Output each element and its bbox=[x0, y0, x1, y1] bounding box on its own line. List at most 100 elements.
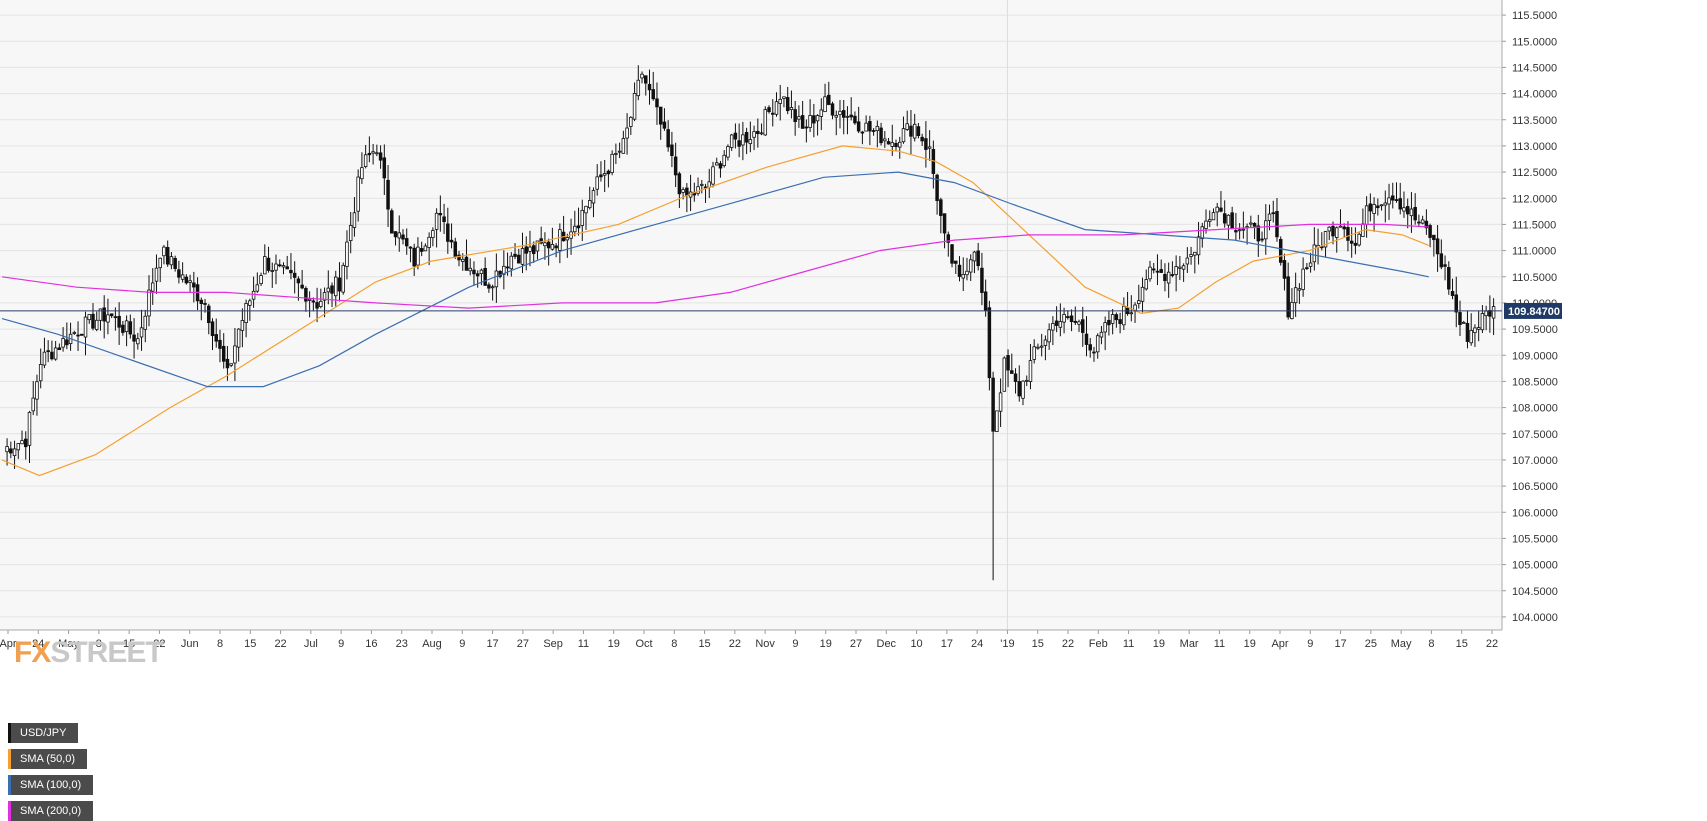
candle-up bbox=[729, 134, 734, 148]
candle-down bbox=[685, 187, 689, 196]
candle-down bbox=[1159, 269, 1163, 273]
candle-up bbox=[901, 128, 906, 143]
candle-up bbox=[35, 381, 39, 400]
candle-up bbox=[610, 153, 614, 173]
candle-down bbox=[1230, 212, 1234, 229]
y-tick-label: 115.5000 bbox=[1512, 10, 1557, 22]
candle-down bbox=[935, 174, 939, 201]
candle-up bbox=[1211, 212, 1216, 221]
candle-down bbox=[57, 347, 62, 351]
candle-down bbox=[860, 131, 865, 134]
candle-up bbox=[558, 229, 562, 251]
x-tick-label: Aug bbox=[422, 638, 442, 650]
candle-up bbox=[1036, 346, 1040, 349]
candle-down bbox=[1013, 373, 1018, 382]
candle-down bbox=[438, 212, 443, 216]
candle-down bbox=[513, 253, 517, 257]
candle-up bbox=[602, 173, 607, 176]
legend-item-sma200[interactable]: SMA (200,0) bbox=[8, 801, 94, 821]
candle-down bbox=[330, 285, 334, 294]
candle-up bbox=[259, 275, 263, 284]
candle-up bbox=[1402, 207, 1406, 212]
candle-up bbox=[1095, 335, 1100, 353]
candle-down bbox=[367, 152, 372, 156]
candle-down bbox=[1450, 290, 1455, 296]
candle-down bbox=[1458, 312, 1462, 325]
candle-down bbox=[442, 216, 446, 223]
candle-up bbox=[1469, 330, 1473, 344]
candle-down bbox=[1413, 206, 1417, 221]
legend-label-instrument: USD/JPY bbox=[20, 727, 67, 739]
candle-up bbox=[797, 116, 801, 120]
candle-up bbox=[1249, 222, 1253, 225]
candle-down bbox=[531, 245, 536, 254]
y-tick-label: 112.5000 bbox=[1512, 167, 1557, 179]
candle-down bbox=[378, 152, 383, 161]
candle-up bbox=[502, 265, 506, 275]
candle-up bbox=[1103, 322, 1107, 333]
candle-up bbox=[1480, 313, 1485, 331]
candle-up bbox=[1484, 310, 1488, 317]
candle-up bbox=[16, 443, 21, 451]
candle-down bbox=[50, 351, 54, 360]
candle-up bbox=[423, 245, 428, 252]
candle-up bbox=[188, 280, 192, 283]
candle-up bbox=[584, 205, 588, 214]
x-tick-label: Mar bbox=[1180, 638, 1199, 650]
candle-down bbox=[1006, 355, 1010, 371]
candle-down bbox=[128, 321, 133, 335]
x-tick-label: 27 bbox=[850, 638, 862, 650]
candle-up bbox=[1024, 379, 1029, 382]
candle-up bbox=[927, 146, 932, 149]
x-tick-label: Apr bbox=[1271, 638, 1288, 650]
legend-item-sma50[interactable]: SMA (50,0) bbox=[8, 749, 88, 769]
y-tick-label: 106.5000 bbox=[1512, 481, 1558, 493]
candle-down bbox=[412, 247, 416, 267]
x-tick-label: 25 bbox=[1365, 638, 1377, 650]
candle-down bbox=[1417, 221, 1421, 224]
candle-up bbox=[1133, 304, 1137, 311]
candle-down bbox=[1081, 319, 1085, 333]
x-tick-label: 22 bbox=[1062, 638, 1074, 650]
candle-up bbox=[726, 146, 730, 158]
candle-down bbox=[1282, 260, 1287, 279]
candle-up bbox=[1099, 331, 1104, 338]
candle-down bbox=[744, 131, 749, 143]
x-tick-label: 24 bbox=[32, 638, 44, 650]
candle-down bbox=[192, 282, 196, 288]
candle-up bbox=[595, 176, 599, 190]
fxstreet-logo: FXSTREET bbox=[14, 636, 164, 669]
candle-down bbox=[1305, 267, 1309, 270]
plot-background bbox=[0, 0, 1502, 630]
candle-down bbox=[1432, 234, 1436, 241]
candle-down bbox=[289, 269, 293, 274]
candle-up bbox=[363, 154, 368, 167]
x-tick-label: 22 bbox=[729, 638, 741, 650]
candle-up bbox=[334, 276, 338, 297]
candle-down bbox=[524, 246, 528, 254]
candle-down bbox=[1219, 207, 1223, 212]
candle-up bbox=[696, 186, 700, 194]
candlestick-chart[interactable]: 104.0000 104.5000 105.0000 105.5000 106.0000… bbox=[0, 0, 1707, 712]
x-tick-label: 19 bbox=[820, 638, 832, 650]
candle-down bbox=[718, 163, 723, 169]
candle-down bbox=[266, 257, 271, 271]
candle-up bbox=[106, 314, 110, 323]
x-tick-label: 15 bbox=[123, 638, 135, 650]
candle-down bbox=[658, 106, 663, 125]
candle-up bbox=[1379, 204, 1384, 207]
candle-up bbox=[251, 290, 256, 300]
candle-up bbox=[468, 267, 472, 272]
legend-item-sma100[interactable]: SMA (100,0) bbox=[8, 775, 94, 795]
candle-up bbox=[72, 332, 77, 334]
legend-item-instrument[interactable]: USD/JPY bbox=[8, 723, 79, 743]
candle-down bbox=[939, 199, 943, 216]
candle-up bbox=[782, 96, 786, 99]
candle-down bbox=[554, 245, 558, 249]
candle-up bbox=[434, 212, 439, 230]
candle-up bbox=[1122, 305, 1126, 326]
candle-up bbox=[1312, 244, 1317, 263]
x-tick-label: Feb bbox=[1089, 638, 1108, 650]
candle-up bbox=[875, 125, 880, 131]
